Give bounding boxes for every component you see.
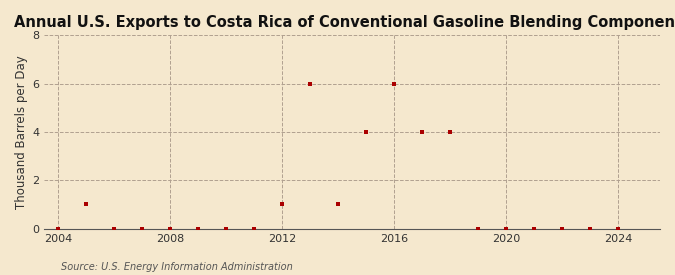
Point xyxy=(416,130,427,134)
Y-axis label: Thousand Barrels per Day: Thousand Barrels per Day xyxy=(15,55,28,209)
Point xyxy=(613,226,624,231)
Point xyxy=(501,226,512,231)
Point xyxy=(472,226,483,231)
Point xyxy=(248,226,259,231)
Point xyxy=(277,202,288,207)
Text: Source: U.S. Energy Information Administration: Source: U.S. Energy Information Administ… xyxy=(61,262,292,272)
Point xyxy=(304,81,315,86)
Point xyxy=(193,226,204,231)
Point xyxy=(221,226,232,231)
Point xyxy=(557,226,568,231)
Point xyxy=(360,130,371,134)
Point xyxy=(529,226,539,231)
Point xyxy=(389,81,400,86)
Point xyxy=(333,202,344,207)
Point xyxy=(445,130,456,134)
Point xyxy=(165,226,176,231)
Point xyxy=(53,226,63,231)
Point xyxy=(585,226,595,231)
Point xyxy=(81,202,92,207)
Title: Annual U.S. Exports to Costa Rica of Conventional Gasoline Blending Components: Annual U.S. Exports to Costa Rica of Con… xyxy=(14,15,675,30)
Point xyxy=(109,226,119,231)
Point xyxy=(137,226,148,231)
